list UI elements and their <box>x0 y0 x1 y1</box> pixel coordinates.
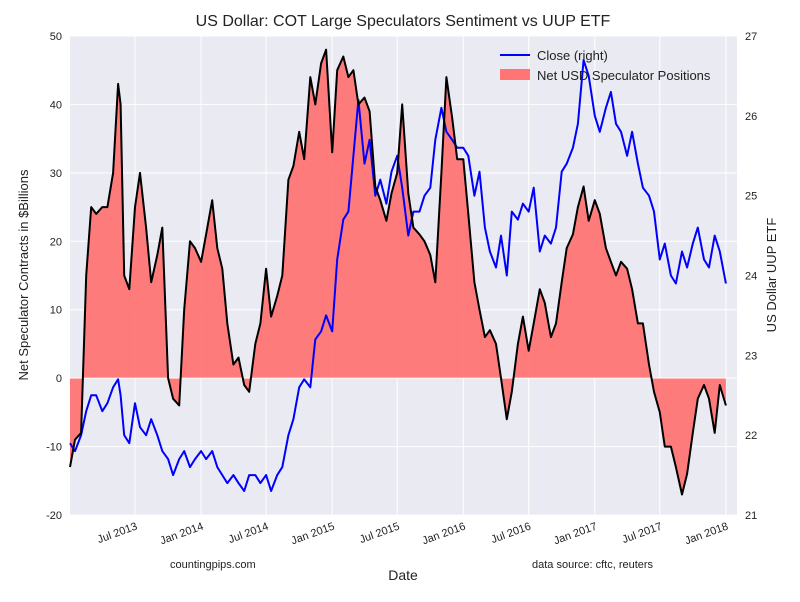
y-tick-label-left: 40 <box>50 99 62 111</box>
y-tick-label-left: 50 <box>50 31 62 43</box>
y-tick-label-left: -10 <box>46 442 62 454</box>
y-tick-label-right: 27 <box>745 31 757 43</box>
y-tick-label-left: 10 <box>50 305 62 317</box>
positions-area <box>70 49 726 495</box>
x-tick-label: Jan 2017 <box>552 521 599 548</box>
y-axis-label-right: US Dollar UUP ETF <box>764 218 779 333</box>
x-tick-label: Jul 2015 <box>358 521 401 547</box>
y-tick-label-right: 26 <box>745 111 757 123</box>
x-tick-label: Jan 2015 <box>290 521 337 548</box>
source-note-left: countingpips.com <box>170 559 256 571</box>
y-tick-label-left: -20 <box>46 510 62 522</box>
y-tick-label-right: 22 <box>745 430 757 442</box>
x-tick-label: Jan 2014 <box>158 521 205 548</box>
source-note-right: data source: cftc, reuters <box>532 559 654 571</box>
y-tick-label-left: 20 <box>50 236 62 248</box>
y-tick-label-right: 24 <box>745 271 757 283</box>
y-tick-label-right: 25 <box>745 191 757 203</box>
legend-label-close: Close (right) <box>537 48 608 63</box>
x-axis-label: Date <box>388 567 418 583</box>
y-tick-label-left: 0 <box>56 373 62 385</box>
y-tick-label-left: 30 <box>50 168 62 180</box>
chart-title: US Dollar: COT Large Speculators Sentime… <box>196 13 611 30</box>
x-tick-label: Jan 2016 <box>421 521 468 548</box>
x-tick-label: Jul 2016 <box>490 521 533 547</box>
legend: Close (right) Net USD Speculator Positio… <box>500 48 711 83</box>
x-tick-label: Jan 2018 <box>683 521 730 548</box>
positions-line <box>69 48 727 496</box>
legend-label-positions: Net USD Speculator Positions <box>537 68 711 83</box>
line-layer <box>69 48 727 496</box>
close-line <box>69 59 727 492</box>
x-tick-label: Jul 2013 <box>96 521 139 547</box>
y-tick-label-right: 23 <box>745 350 757 362</box>
y-tick-label-right: 21 <box>745 510 757 522</box>
y-axis-label-left: Net Speculator Contracts in $Billions <box>16 169 31 380</box>
legend-swatch-positions <box>500 69 530 80</box>
x-tick-label: Jul 2017 <box>621 521 664 547</box>
x-tick-label: Jul 2014 <box>227 521 270 547</box>
